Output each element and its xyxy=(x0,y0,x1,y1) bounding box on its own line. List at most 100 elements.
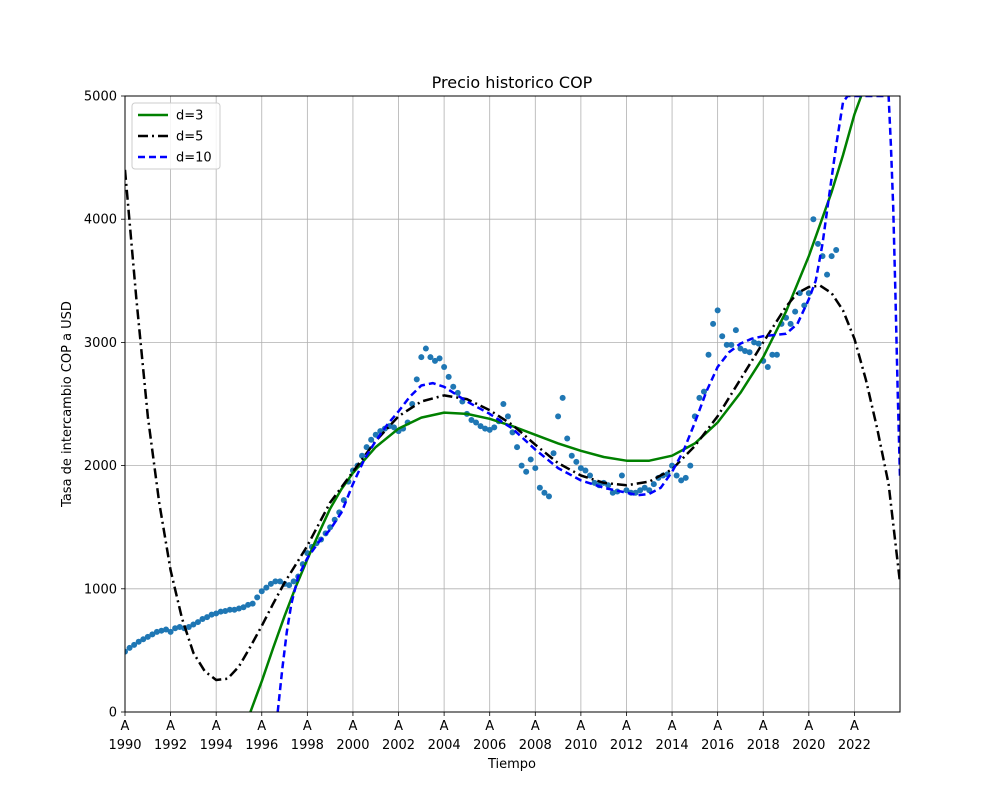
x-tick-label: A xyxy=(348,719,357,734)
data-point xyxy=(833,247,840,253)
x-tick-year: 2016 xyxy=(701,738,734,753)
data-point xyxy=(222,607,229,614)
data-point xyxy=(623,487,630,494)
data-point xyxy=(126,644,133,651)
data-point xyxy=(801,302,808,309)
y-tick-label: 5000 xyxy=(84,90,117,105)
x-axis-ticks: A 1990 A 1992 A 1994 A 1996 A 1998 A 2000 A 2002 A 2004… xyxy=(108,712,871,753)
data-point xyxy=(678,477,685,484)
data-point xyxy=(249,600,256,607)
data-point xyxy=(213,610,220,617)
data-point xyxy=(805,290,812,297)
data-point xyxy=(125,648,128,655)
data-point xyxy=(363,444,370,451)
data-point xyxy=(135,638,142,645)
data-point xyxy=(167,628,174,635)
data-point xyxy=(368,436,375,443)
x-tick-label: A xyxy=(166,719,175,734)
x-tick-year: 2000 xyxy=(336,738,369,753)
x-tick-label: A xyxy=(394,719,403,734)
data-point xyxy=(559,394,566,401)
data-point xyxy=(682,474,689,481)
x-tick-label: A xyxy=(257,719,266,734)
data-point xyxy=(194,619,201,626)
data-point xyxy=(277,578,283,585)
data-point xyxy=(254,594,261,601)
data-point xyxy=(514,444,521,451)
data-point xyxy=(696,394,703,401)
data-point xyxy=(723,341,730,348)
data-point xyxy=(473,419,480,426)
data-point xyxy=(226,606,233,613)
x-axis-label: Tiempo xyxy=(487,757,536,772)
y-tick-label: 3000 xyxy=(84,336,117,351)
x-tick-label: A xyxy=(713,719,722,734)
x-tick-label: A xyxy=(531,719,540,734)
data-point xyxy=(787,320,794,327)
data-point xyxy=(705,351,712,358)
data-point xyxy=(468,417,475,424)
x-tick-year: 2014 xyxy=(656,738,689,753)
y-axis-label: Tasa de intercambio COP a USD xyxy=(60,301,75,508)
data-point xyxy=(390,424,397,431)
legend-box xyxy=(131,102,221,170)
data-point xyxy=(527,456,534,463)
data-point xyxy=(637,487,644,494)
data-point xyxy=(172,625,179,632)
data-point xyxy=(450,383,457,390)
data-point xyxy=(568,452,575,459)
data-point xyxy=(199,615,206,622)
data-point xyxy=(769,351,776,358)
data-point xyxy=(491,424,498,431)
legend: d=3 d=5 d=10 xyxy=(131,102,221,170)
data-point xyxy=(144,633,151,640)
data-point xyxy=(541,489,548,496)
x-tick-year: 2010 xyxy=(564,738,597,753)
data-point xyxy=(742,348,748,355)
data-point xyxy=(545,493,552,500)
x-tick-year: 2008 xyxy=(519,738,552,753)
x-tick-year: 2004 xyxy=(428,738,461,753)
data-point xyxy=(153,628,160,635)
data-point xyxy=(673,472,680,479)
data-point xyxy=(728,341,735,348)
data-point xyxy=(687,462,694,469)
data-point xyxy=(737,345,744,352)
x-tick-label: A xyxy=(576,719,585,734)
x-tick-year: 1994 xyxy=(200,738,233,753)
legend-label: d=10 xyxy=(176,151,212,166)
x-tick-label: A xyxy=(121,719,130,734)
plot-frame xyxy=(124,95,901,713)
data-point xyxy=(263,584,270,591)
data-point xyxy=(714,307,721,314)
x-tick-year: 2022 xyxy=(838,738,871,753)
x-tick-label: A xyxy=(850,719,859,734)
data-point xyxy=(235,605,242,612)
x-tick-label: A xyxy=(303,719,312,734)
x-tick-label: A xyxy=(759,719,768,734)
data-point xyxy=(509,429,516,436)
data-point xyxy=(190,621,197,628)
data-point xyxy=(176,623,183,630)
data-point xyxy=(163,626,170,633)
data-point xyxy=(573,458,580,465)
data-point xyxy=(217,608,224,615)
data-point xyxy=(773,351,780,358)
data-point xyxy=(564,435,571,442)
data-point xyxy=(486,426,493,433)
data-point xyxy=(764,364,771,371)
data-point xyxy=(587,472,593,479)
x-tick-label: A xyxy=(212,719,221,734)
data-point xyxy=(828,253,835,260)
legend-label: d=5 xyxy=(176,130,203,145)
data-point xyxy=(719,333,726,340)
x-tick-year: 2006 xyxy=(473,738,506,753)
y-tick-label: 1000 xyxy=(84,582,117,597)
data-point xyxy=(422,345,429,352)
data-point xyxy=(140,636,147,643)
data-point xyxy=(814,240,821,247)
data-point xyxy=(441,364,448,371)
x-tick-year: 2020 xyxy=(792,738,825,753)
data-point xyxy=(290,578,297,585)
data-point xyxy=(477,423,484,430)
